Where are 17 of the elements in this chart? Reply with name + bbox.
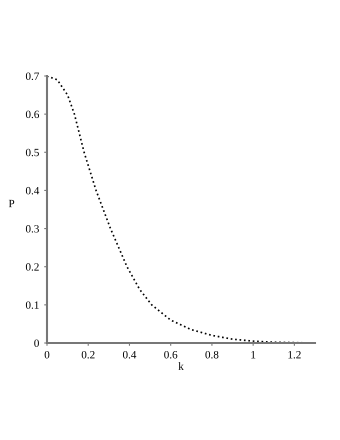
x-tick-label: 0.2 [82, 350, 95, 359]
y-tick-label: 0.3 [26, 225, 39, 233]
x-tick-label: 1.2 [288, 350, 301, 359]
y-tick-label: 0.1 [26, 301, 39, 309]
x-tick-label: 1 [251, 351, 256, 358]
y-axis-title: P [8, 200, 14, 208]
x-tick-label: 0.8 [205, 350, 218, 359]
x-tick-label: 0 [44, 350, 50, 358]
y-tick-label: 0.5 [26, 148, 39, 156]
y-tick-label: 0.2 [26, 263, 39, 271]
x-axis-title: k [178, 362, 184, 370]
y-tick-label: 0.4 [26, 186, 40, 194]
y-tick-label: 0 [34, 339, 39, 347]
y-tick-label: 0.7 [26, 72, 40, 80]
x-tick-label: 0.4 [122, 350, 136, 359]
y-tick-label: 0.6 [26, 110, 40, 118]
x-tick-label: 0.6 [164, 350, 178, 359]
